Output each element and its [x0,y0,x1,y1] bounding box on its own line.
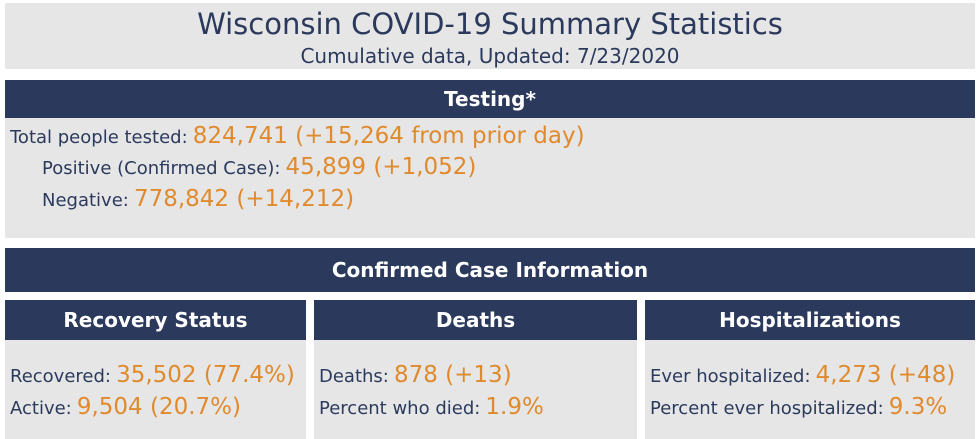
recovered-row: Recovered: 35,502 (77.4%) [10,362,295,388]
negative-label: Negative: [42,190,129,211]
deaths-row: Deaths: 878 (+13) [319,362,512,388]
title-panel: Wisconsin COVID-19 Summary Statistics Cu… [5,3,975,69]
ever-hospitalized-value: 4,273 (+48) [815,362,956,388]
percent-hospitalized-label: Percent ever hospitalized: [650,398,884,419]
testing-panel: Total people tested: 824,741 (+15,264 fr… [5,118,975,238]
positive-label: Positive (Confirmed Case): [42,158,281,179]
deaths-value: 878 (+13) [393,362,512,388]
percent-hospitalized-row: Percent ever hospitalized: 9.3% [650,394,947,420]
hospitalizations-panel: Ever hospitalized: 4,273 (+48) Percent e… [645,340,975,439]
ever-hospitalized-row: Ever hospitalized: 4,273 (+48) [650,362,955,388]
total-tested-label: Total people tested: [10,127,188,148]
positive-value: 45,899 (+1,052) [285,154,477,180]
active-value: 9,504 (20.7%) [76,394,242,420]
recovered-label: Recovered: [10,366,111,387]
percent-died-label: Percent who died: [319,398,481,419]
total-tested-row: Total people tested: 824,741 (+15,264 fr… [10,123,585,149]
active-label: Active: [10,398,72,419]
total-tested-value: 824,741 (+15,264 from prior day) [192,123,585,149]
recovery-status-panel: Recovered: 35,502 (77.4%) Active: 9,504 … [5,340,306,439]
percent-hospitalized-value: 9.3% [888,394,948,420]
deaths-label: Deaths: [319,366,389,387]
ever-hospitalized-label: Ever hospitalized: [650,366,811,387]
page-title: Wisconsin COVID-19 Summary Statistics [197,7,783,41]
negative-row: Negative: 778,842 (+14,212) [42,186,354,212]
page-subtitle: Cumulative data, Updated: 7/23/2020 [300,44,680,68]
deaths-header: Deaths [314,300,637,340]
percent-died-value: 1.9% [485,394,544,420]
recovered-value: 35,502 (77.4%) [116,362,295,388]
recovery-status-header: Recovery Status [5,300,306,340]
deaths-panel: Deaths: 878 (+13) Percent who died: 1.9% [314,340,637,439]
hospitalizations-header: Hospitalizations [645,300,975,340]
positive-row: Positive (Confirmed Case): 45,899 (+1,05… [42,154,476,180]
negative-value: 778,842 (+14,212) [133,186,355,212]
testing-header: Testing* [5,80,975,118]
confirmed-case-header: Confirmed Case Information [5,248,975,292]
percent-died-row: Percent who died: 1.9% [319,394,544,420]
active-row: Active: 9,504 (20.7%) [10,394,241,420]
